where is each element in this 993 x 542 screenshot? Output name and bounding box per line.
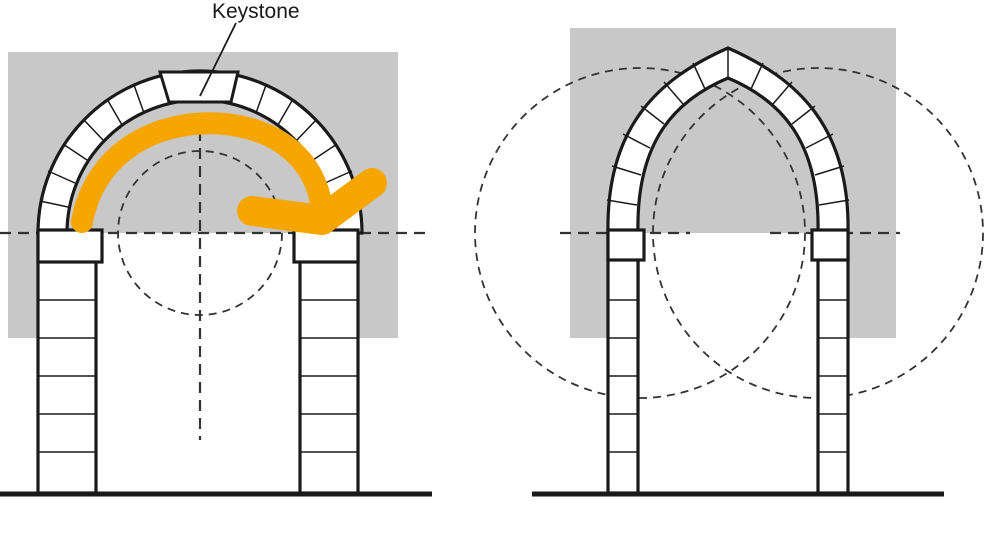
keystone-block <box>157 70 240 104</box>
round-arch-left-pier <box>36 228 104 495</box>
keystone-label: Keystone <box>212 0 300 23</box>
round-arch-right-pier <box>292 228 360 495</box>
round-arch: Keystone <box>0 0 432 497</box>
pointed-arch-left-pier <box>606 228 646 495</box>
round-arch-construction-circle <box>117 150 283 316</box>
round-arch-voussoirs <box>36 69 364 235</box>
load-path-arrow <box>71 112 387 235</box>
round-arch-voussoir-joints <box>38 84 361 234</box>
pointed-arch-right-impost <box>810 228 850 262</box>
pointed-arch-opening <box>640 233 820 343</box>
keystone-leader-line <box>199 22 237 97</box>
round-arch-opening <box>97 233 299 343</box>
round-arch-left-impost <box>36 228 104 264</box>
pointed-arch-left-impost <box>606 228 646 262</box>
round-arch-right-impost <box>292 228 360 264</box>
pointed-arch <box>474 28 984 497</box>
pointed-arch-right-pier <box>810 228 850 495</box>
pointed-arch-voussoir-joints <box>606 48 850 206</box>
pointed-arch-left-circle <box>474 67 806 399</box>
